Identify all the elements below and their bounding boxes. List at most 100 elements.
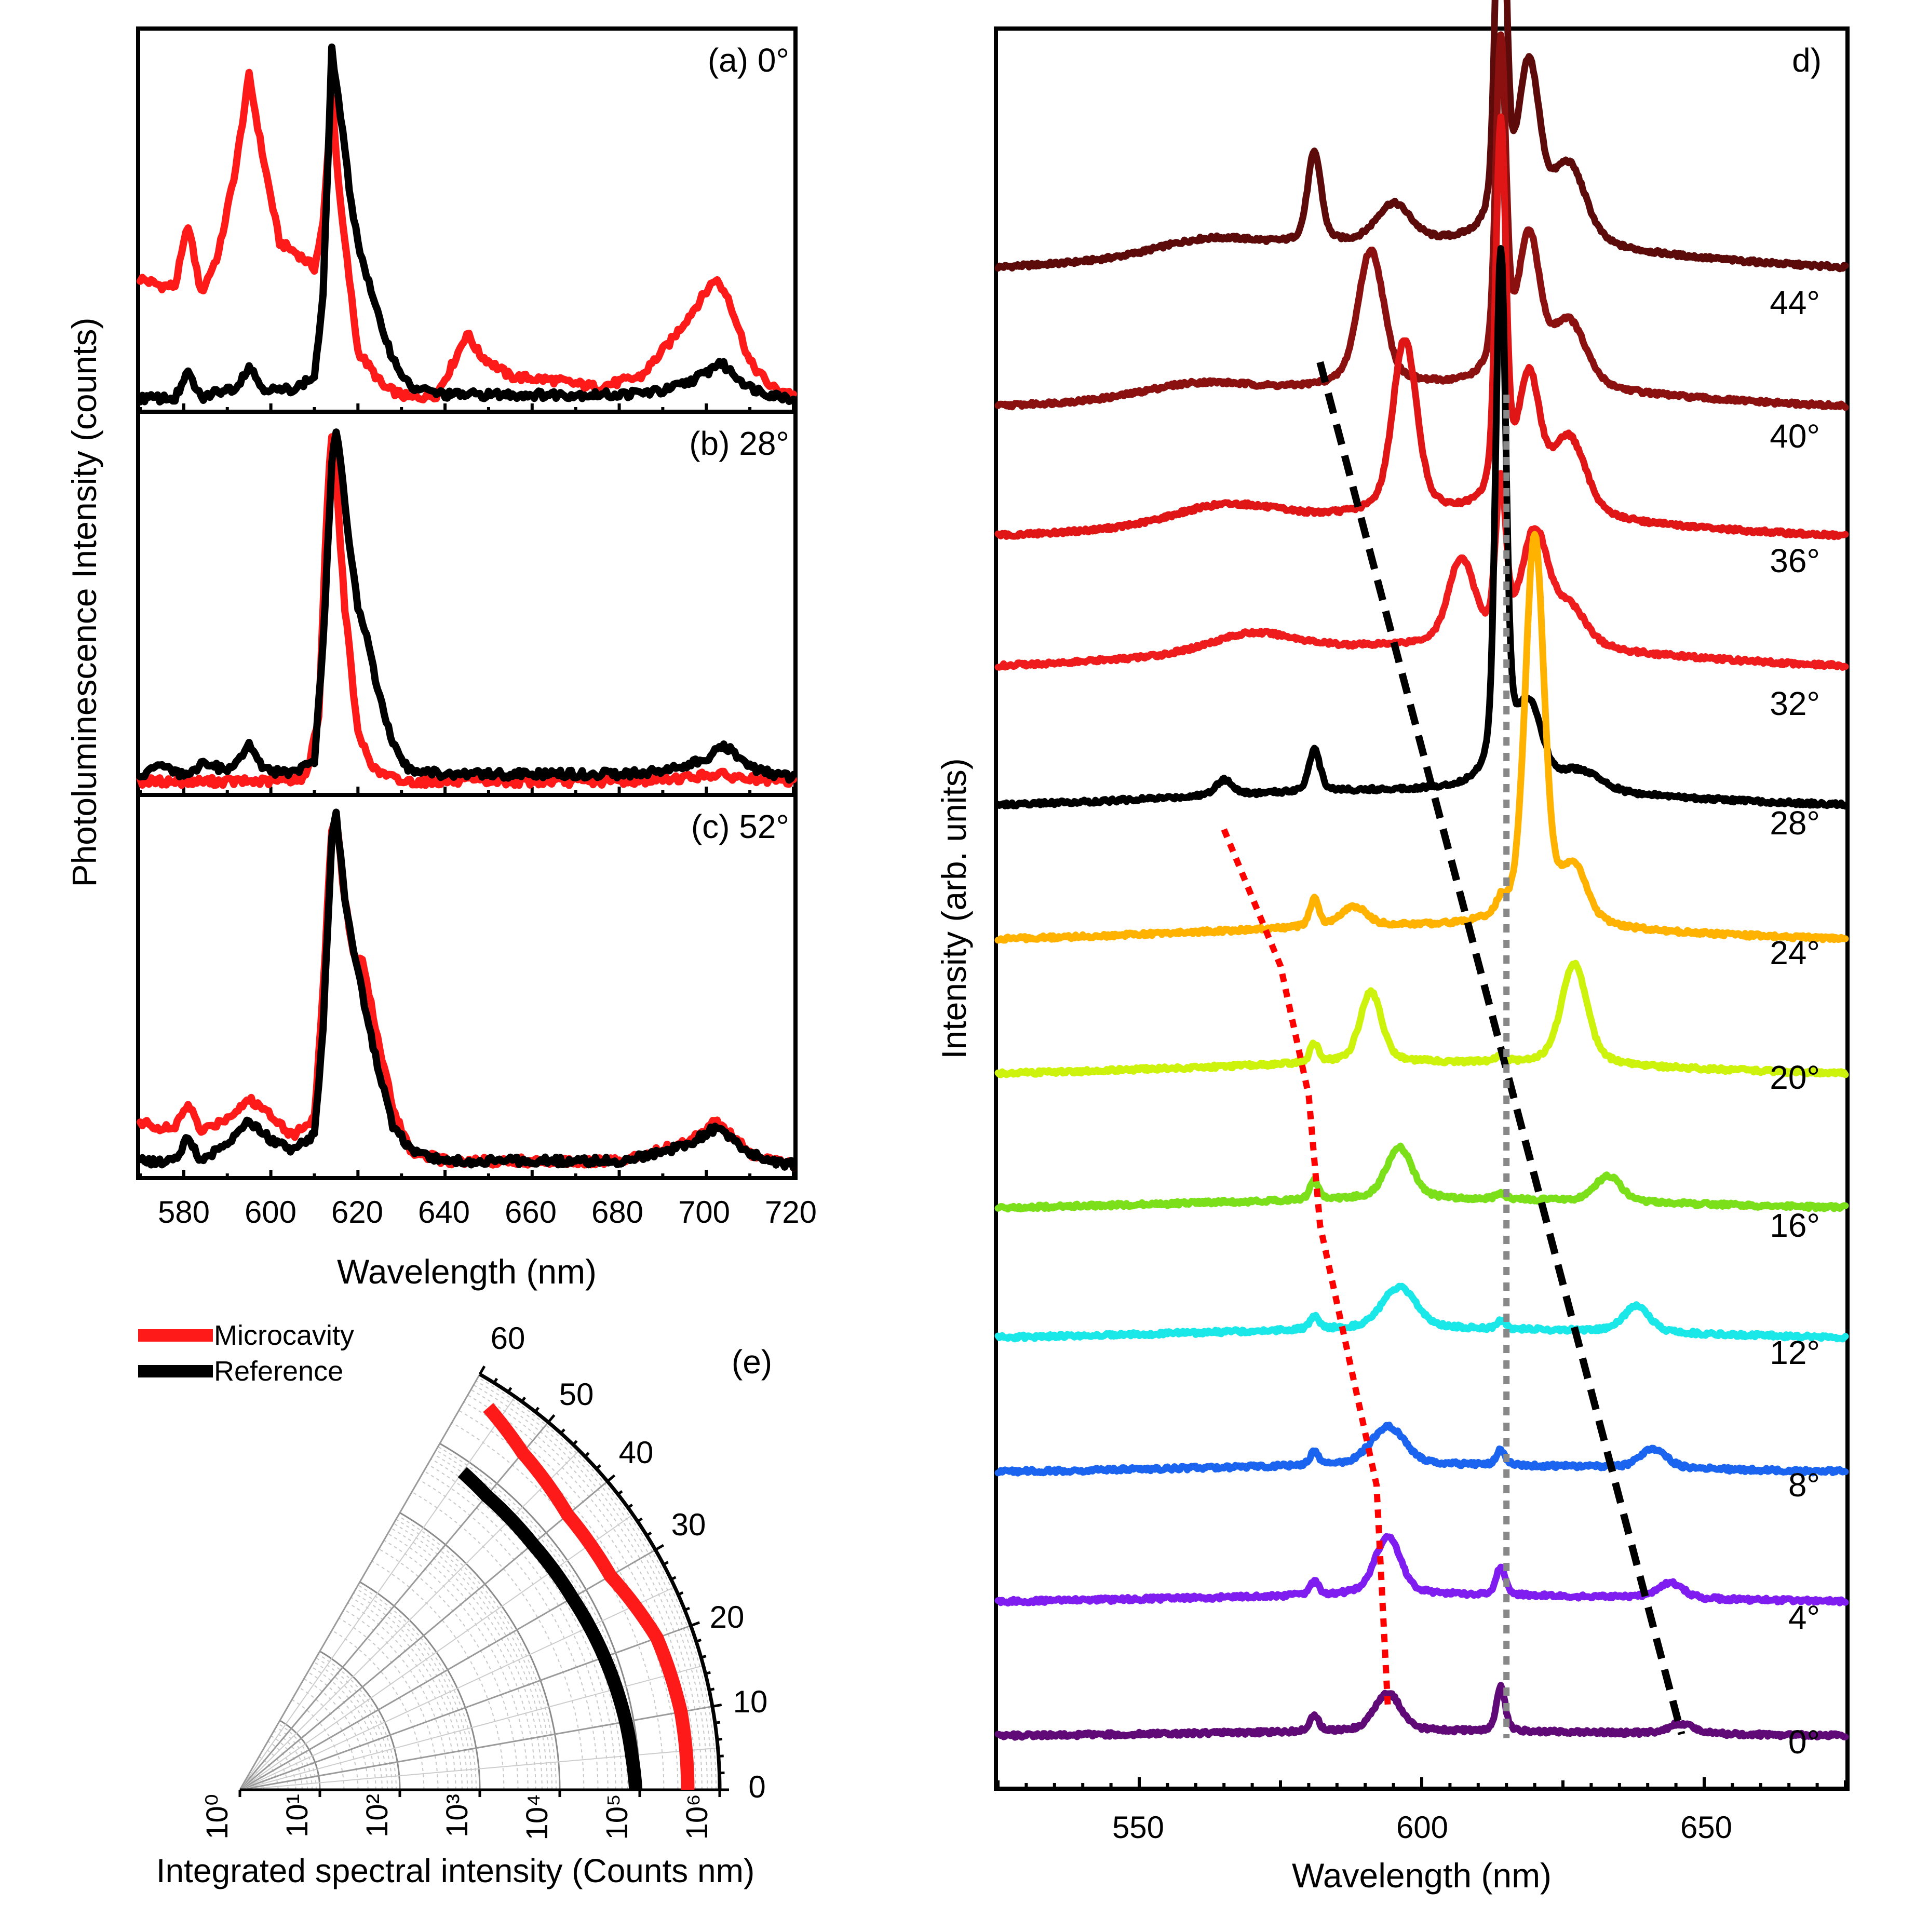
guide-line-2 xyxy=(1221,828,1391,1706)
left-y-axis-title: Photoluminescence Intensity (counts) xyxy=(65,318,103,887)
spectrum-32deg xyxy=(994,470,1849,671)
panel-a-label: (a) 0° xyxy=(708,42,789,79)
right-y-axis-title: Intensity (arb. units) xyxy=(935,758,973,1059)
polar-radial-tick-6: 10⁶ xyxy=(680,1794,714,1840)
polar-angle-tick xyxy=(547,1414,556,1423)
angle-label-32: 32° xyxy=(1770,685,1820,722)
left-x-ticks xyxy=(139,403,795,1178)
angle-label-28: 28° xyxy=(1770,804,1820,842)
left-curves xyxy=(137,43,797,1172)
polar-angle-tick-20: 20 xyxy=(710,1600,745,1634)
polar-grid-spoke xyxy=(239,1450,580,1790)
polar-grid-arc xyxy=(476,1380,713,1790)
polar-grid-arc xyxy=(299,1687,359,1790)
angle-label-44: 44° xyxy=(1770,284,1820,321)
panel-b-reference-line xyxy=(137,428,797,784)
polar-grid-arc xyxy=(273,1731,308,1790)
polar-angle-tick xyxy=(705,1671,711,1675)
polar-grid-spoke xyxy=(239,1480,608,1791)
legend-label-reference: Reference xyxy=(214,1356,343,1387)
polar-grid-arc xyxy=(470,1389,703,1790)
guide-line-0 xyxy=(1316,361,1685,1735)
left-tick-label-680: 680 xyxy=(591,1195,643,1230)
polar-grid-arc xyxy=(357,1585,477,1790)
spectrum-20deg xyxy=(994,960,1849,1078)
angle-label-16: 16° xyxy=(1770,1207,1820,1244)
polar-angle-tick xyxy=(595,1464,601,1470)
polar-x-axis-title: Integrated spectral intensity (Counts nm… xyxy=(156,1852,755,1889)
polar-panel: (e) 0 10 20 30 40 50 60 10⁰ 10¹ 10² 10³ … xyxy=(156,1321,772,1889)
polar-angle-tick xyxy=(534,1407,540,1413)
polar-grid-arc xyxy=(316,1657,393,1790)
right-guide-lines xyxy=(1221,361,1685,1738)
left-tick-label-700: 700 xyxy=(678,1195,730,1230)
polar-grid-arc xyxy=(356,1588,473,1790)
polar-angle-tick xyxy=(572,1440,578,1446)
polar-radial-tick-0: 10⁰ xyxy=(200,1794,234,1840)
left-tick-label-600: 600 xyxy=(245,1195,296,1230)
polar-angle-tick xyxy=(690,1621,700,1627)
panel-c-microcavity-line xyxy=(137,814,797,1172)
polar-grid-spoke xyxy=(239,1665,704,1790)
spectrum-44deg xyxy=(994,0,1849,273)
right-tick-label-600: 600 xyxy=(1396,1810,1448,1845)
panel-b-frame xyxy=(136,410,798,797)
right-curves xyxy=(994,0,1849,1741)
polar-grid-spoke xyxy=(239,1706,713,1791)
polar-angle-tick-0: 0 xyxy=(748,1769,765,1804)
left-panels: (a) 0° (b) 28° (c) 52° 580 600 620 640 6… xyxy=(65,26,817,1291)
legend-label-microcavity: Microcavity xyxy=(214,1320,354,1351)
left-tick-label-660: 660 xyxy=(505,1195,557,1230)
polar-radial-tick-5: 10⁵ xyxy=(600,1794,634,1840)
polar-angle-tick xyxy=(714,1721,721,1724)
polar-angle-tick-10: 10 xyxy=(733,1684,768,1719)
polar-microcavity-curve xyxy=(483,1403,695,1793)
angle-label-40: 40° xyxy=(1770,417,1820,455)
polar-grid-spoke xyxy=(239,1422,549,1790)
spectrum-0deg xyxy=(994,1682,1849,1741)
panel-b-microcavity-line xyxy=(137,433,797,789)
left-tick-label-620: 620 xyxy=(331,1195,383,1230)
polar-grid-arc xyxy=(311,1666,383,1790)
polar-radial-tick-4: 10⁴ xyxy=(520,1794,554,1840)
left-tick-label-720: 720 xyxy=(765,1195,817,1230)
polar-angle-tick xyxy=(678,1591,684,1596)
polar-grid-spoke xyxy=(239,1625,691,1791)
polar-grid-arc xyxy=(427,1464,616,1790)
angle-label-4: 4° xyxy=(1788,1599,1820,1636)
polar-grid-arc xyxy=(423,1470,609,1790)
spectrum-28deg xyxy=(994,245,1849,810)
spectrum-36deg xyxy=(994,113,1849,541)
polar-grid-spoke xyxy=(239,1374,481,1790)
spectrum-24deg xyxy=(994,531,1849,944)
angle-label-24: 24° xyxy=(1770,934,1820,971)
polar-grid-spoke xyxy=(239,1586,675,1790)
polar-angle-tick xyxy=(718,1754,724,1758)
polar-radial-tick-1: 10¹ xyxy=(280,1794,314,1838)
polar-angle-tick xyxy=(617,1490,623,1496)
right-tick-label-550: 550 xyxy=(1112,1810,1164,1845)
left-tick-label-580: 580 xyxy=(158,1195,210,1230)
polar-angle-tick-40: 40 xyxy=(619,1435,654,1470)
spectrum-12deg xyxy=(994,1282,1849,1343)
polar-grid-spoke xyxy=(239,1396,516,1790)
panel-c-frame xyxy=(136,793,798,1180)
polar-angle-tick xyxy=(654,1544,665,1551)
panel-c-label: (c) 52° xyxy=(691,808,789,845)
polar-angle-tick xyxy=(606,1474,616,1482)
polar-angle-tick xyxy=(696,1639,702,1643)
polar-reference-curve xyxy=(457,1467,643,1793)
right-x-ticks xyxy=(996,1777,1847,1787)
legend: Microcavity Reference xyxy=(138,1320,354,1387)
polar-curves xyxy=(457,1403,695,1793)
left-x-axis-title: Wavelength (nm) xyxy=(337,1252,597,1291)
panel-b-label: (b) 28° xyxy=(689,425,789,462)
polar-grid-arc xyxy=(411,1491,585,1790)
polar-angle-tick-50: 50 xyxy=(559,1377,594,1412)
polar-grid-spoke xyxy=(239,1549,656,1791)
polar-grid xyxy=(238,1365,729,1797)
polar-angle-tick xyxy=(712,1703,722,1708)
polar-angle-tick xyxy=(663,1561,669,1566)
polar-grid-arc xyxy=(350,1597,463,1790)
